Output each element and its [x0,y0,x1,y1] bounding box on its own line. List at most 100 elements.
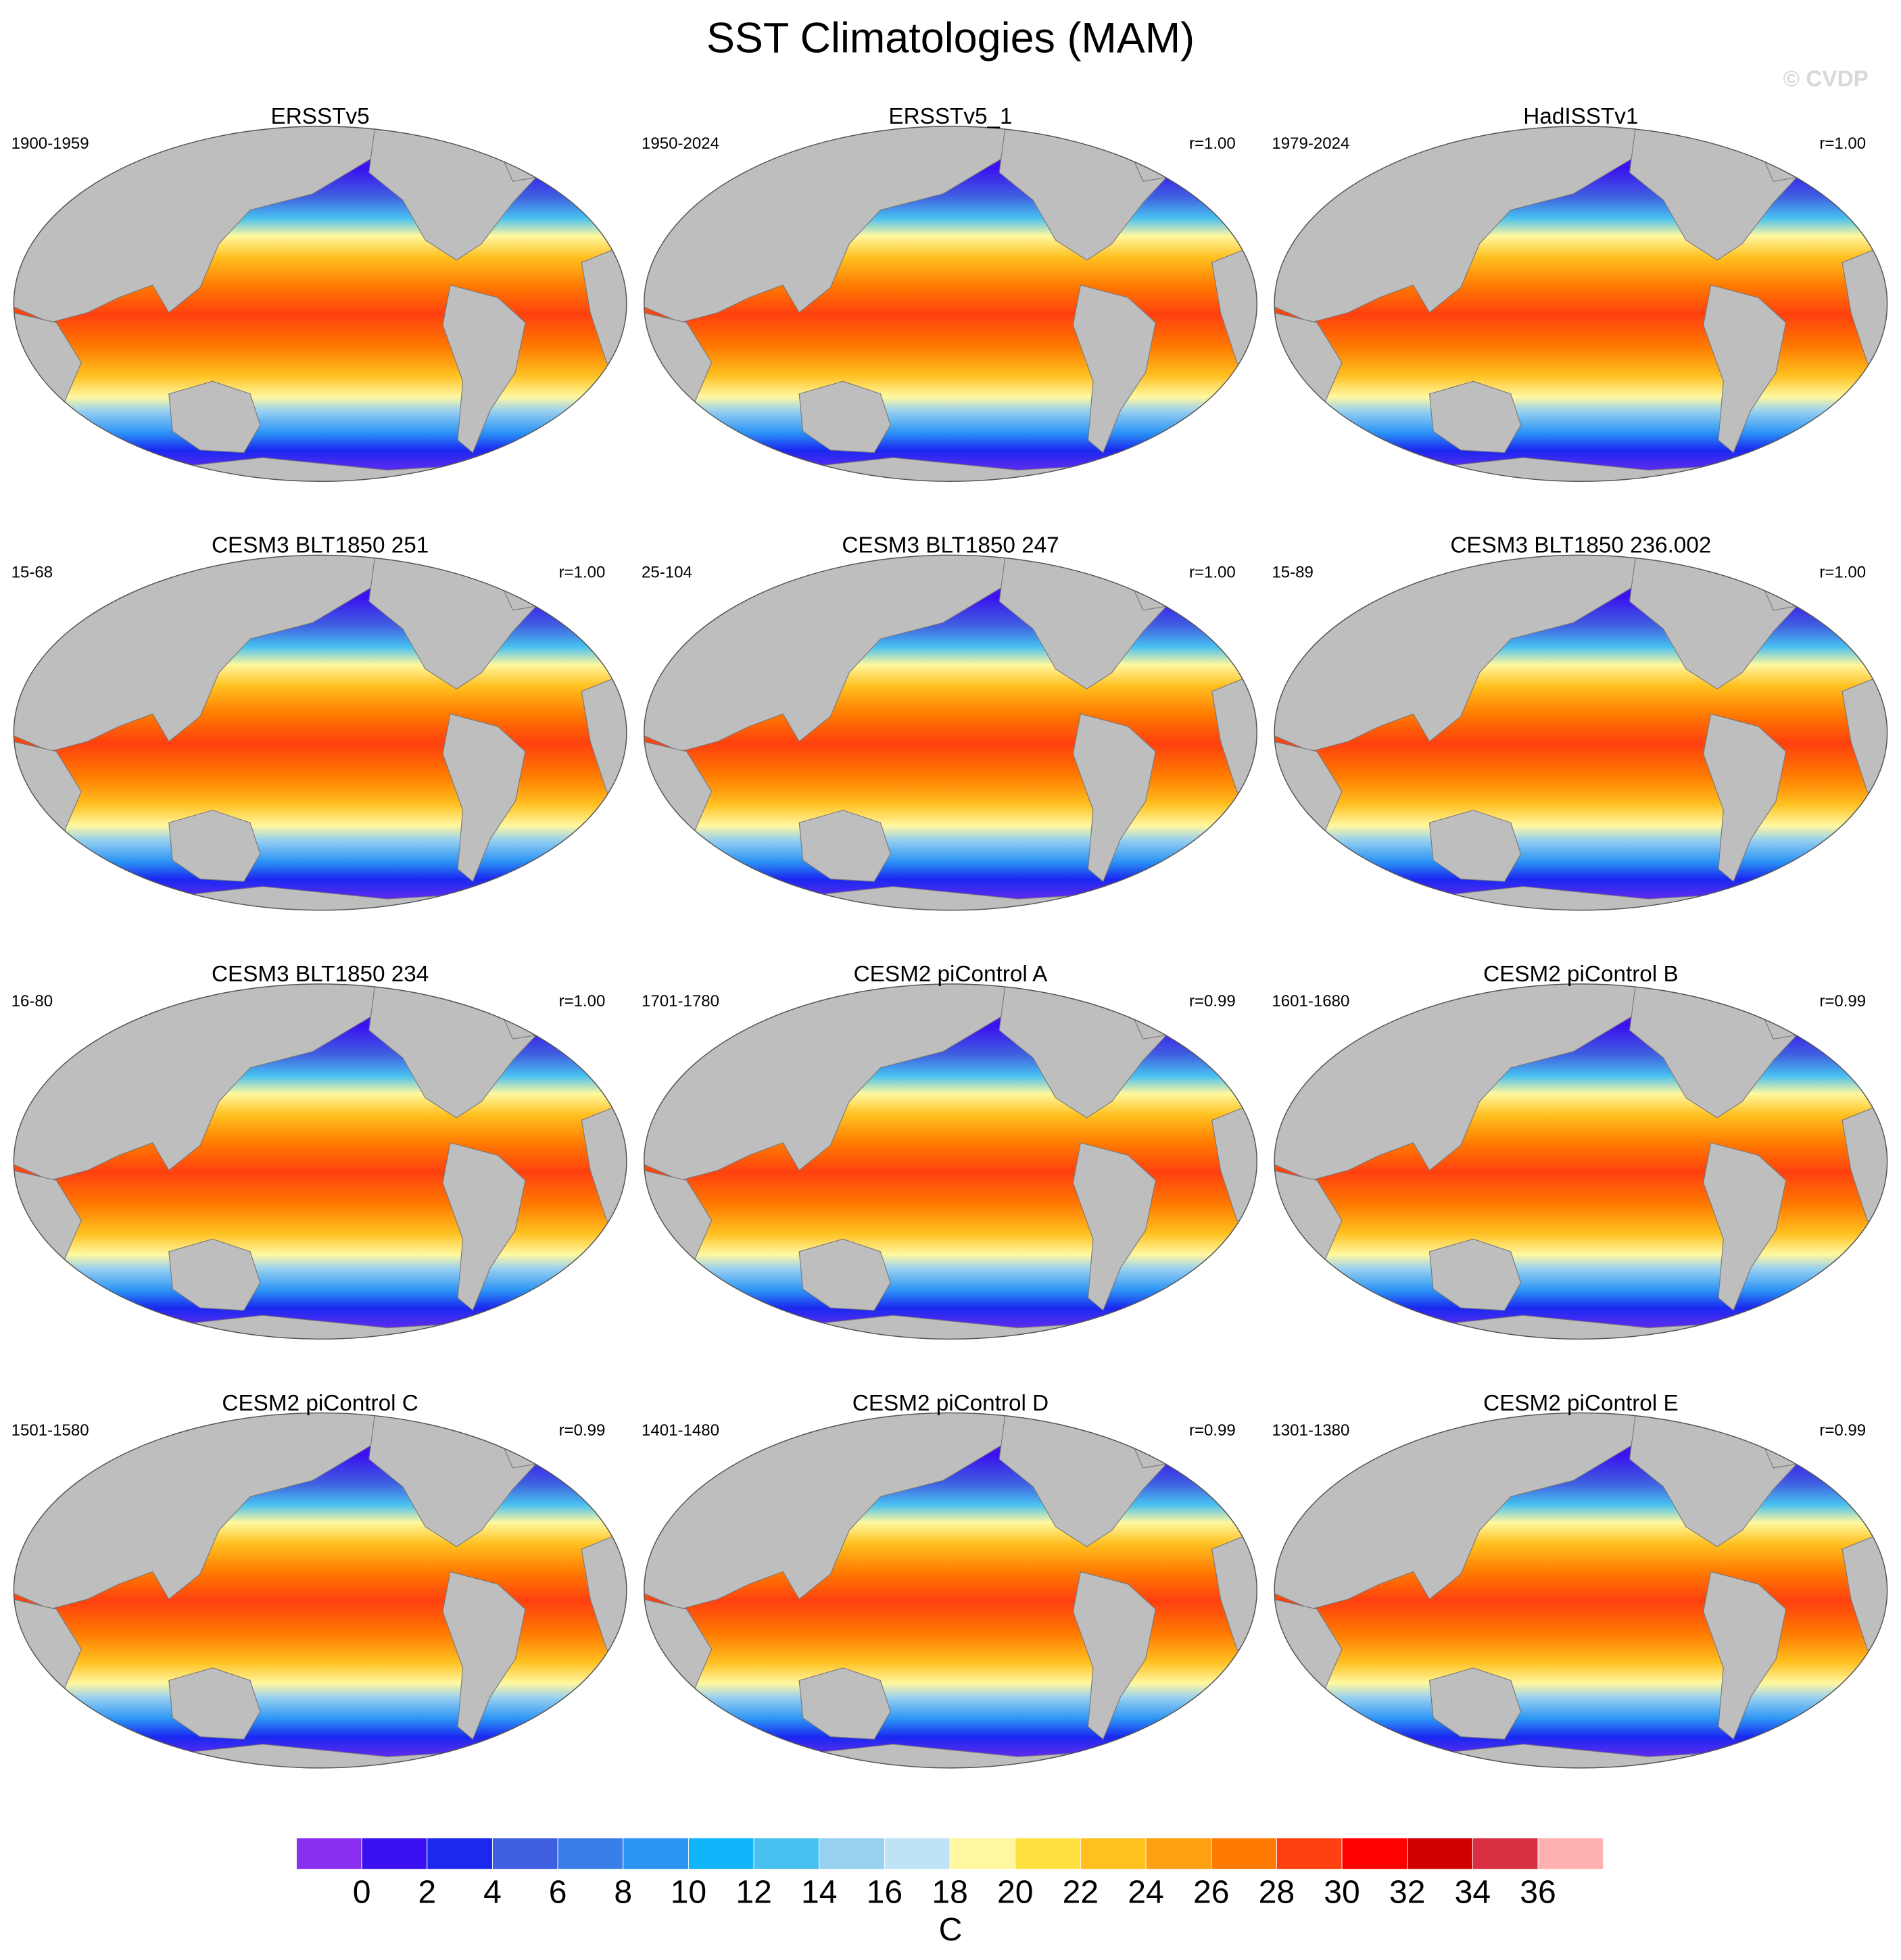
colorbar-box [1276,1837,1343,1870]
panel-correlation: r=0.99 [1819,992,1866,1010]
colorbar-box [361,1837,428,1870]
colorbar-tick-label: 24 [1128,1874,1163,1911]
panel-title: CESM3 BLT1850 236.002 [1450,533,1711,558]
panel-title: ERSSTv5 [271,104,370,129]
colorbar-tick-label: 36 [1520,1874,1556,1911]
colorbar-box [1472,1837,1539,1870]
panel-title: CESM3 BLT1850 247 [842,533,1059,558]
panel-correlation: r=1.00 [559,564,606,582]
sst-map [1273,125,1888,483]
colorbar-tick-label: 32 [1389,1874,1425,1911]
colorbar-box [688,1837,754,1870]
panel-correlation: r=0.99 [1189,1421,1236,1440]
sst-map [643,983,1258,1340]
panel-period: 1701-1780 [642,992,719,1010]
colorbar-box [296,1837,362,1870]
map-panel: ERSSTv5 1900-1959 [11,104,628,483]
sst-map [13,125,628,483]
colorbar-box [1537,1837,1604,1870]
panel-title: CESM3 BLT1850 234 [212,962,429,987]
colorbar-tick-label: 30 [1324,1874,1359,1911]
map-panel: ERSSTv5_1 1950-2024 r=1.00 [642,104,1258,483]
panel-period: 15-68 [11,564,53,582]
colorbar: 0 2 4 6 8 10 12 14 16 18 20 22 24 26 28 30 32 34 36 [296,1837,1604,1911]
panel-correlation: r=0.99 [1819,1421,1866,1440]
figure-title: SST Climatologies (MAM) [706,15,1195,62]
colorbar-tick-label: 12 [736,1874,771,1911]
panel-period: 25-104 [642,564,692,582]
panel-period: 15-89 [1272,564,1313,582]
sst-map [1273,1412,1888,1769]
sst-map [13,1412,628,1769]
map-panel: HadISSTv1 1979-2024 r=1.00 [1272,104,1888,483]
sst-map [643,554,1258,912]
colorbar-tick-label: 2 [418,1874,436,1911]
colorbar-tick-label: 10 [671,1874,706,1911]
colorbar-box [427,1837,493,1870]
colorbar-box [1211,1837,1277,1870]
map-panel: CESM3 BLT1850 236.002 15-89 r=1.00 [1272,533,1888,912]
colorbar-tick-label: 18 [932,1874,967,1911]
watermark: © CVDP [1783,67,1869,92]
map-panel: CESM2 piControl C 1501-1580 r=0.99 [11,1391,628,1769]
colorbar-tick-label: 0 [353,1874,371,1911]
panel-period: 1979-2024 [1272,134,1349,153]
sst-map [643,125,1258,483]
colorbar-tick-label: 20 [997,1874,1033,1911]
colorbar-box [884,1837,950,1870]
panel-period: 1501-1580 [11,1421,89,1440]
panel-period: 1900-1959 [11,134,89,153]
colorbar-box [1407,1837,1473,1870]
panel-period: 1401-1480 [642,1421,719,1440]
panel-title: CESM2 piControl B [1483,962,1679,987]
panel-correlation: r=1.00 [1819,134,1866,153]
map-panel: CESM2 piControl D 1401-1480 r=0.99 [642,1391,1258,1769]
colorbar-box [1080,1837,1147,1870]
sst-map [1273,554,1888,912]
colorbar-box [753,1837,820,1870]
colorbar-tick-label: 8 [614,1874,632,1911]
colorbar-tick-label: 16 [867,1874,903,1911]
sst-map [13,983,628,1340]
map-panel: CESM2 piControl E 1301-1380 r=0.99 [1272,1391,1888,1769]
panel-period: 1601-1680 [1272,992,1349,1010]
colorbar-tick-label: 22 [1063,1874,1099,1911]
colorbar-box [1145,1837,1212,1870]
colorbar-tick-label: 6 [549,1874,567,1911]
sst-map [13,554,628,912]
panel-title: CESM2 piControl C [222,1391,418,1416]
panel-correlation: r=1.00 [1189,564,1236,582]
map-panel: CESM3 BLT1850 251 15-68 r=1.00 [11,533,628,912]
map-panel: CESM2 piControl B 1601-1680 r=0.99 [1272,962,1888,1340]
sst-map [1273,983,1888,1340]
colorbar-tick-label: 28 [1259,1874,1295,1911]
panel-title: CESM2 piControl D [852,1391,1049,1416]
colorbar-tick-label: 26 [1193,1874,1229,1911]
colorbar-box [623,1837,689,1870]
panel-period: 16-80 [11,992,53,1010]
map-panel: CESM2 piControl A 1701-1780 r=0.99 [642,962,1258,1340]
panel-correlation: r=0.99 [559,1421,606,1440]
panels: ERSSTv5 1900-1959 ERSSTv5_1 1950-2024 r=1.00… [11,104,1889,1769]
colorbar-box [1341,1837,1408,1870]
panel-title: HadISSTv1 [1523,104,1638,129]
panel-title: CESM2 piControl E [1483,1391,1679,1416]
panel-title: ERSSTv5_1 [888,104,1012,129]
colorbar-box [557,1837,624,1870]
map-panel: CESM3 BLT1850 234 16-80 r=1.00 [11,962,628,1340]
colorbar-box [1015,1837,1081,1870]
panel-title: CESM2 piControl A [854,962,1049,987]
panel-correlation: r=1.00 [1189,134,1236,153]
panel-correlation: r=1.00 [559,992,606,1010]
colorbar-box [949,1837,1016,1870]
panel-title: CESM3 BLT1850 251 [212,533,429,558]
colorbar-label: C [939,1911,963,1948]
panel-correlation: r=0.99 [1189,992,1236,1010]
panel-period: 1950-2024 [642,134,719,153]
colorbar-tick-label: 4 [483,1874,502,1911]
colorbar-tick-label: 14 [801,1874,837,1911]
colorbar-box [491,1837,558,1870]
map-panel: CESM3 BLT1850 247 25-104 r=1.00 [642,533,1258,912]
